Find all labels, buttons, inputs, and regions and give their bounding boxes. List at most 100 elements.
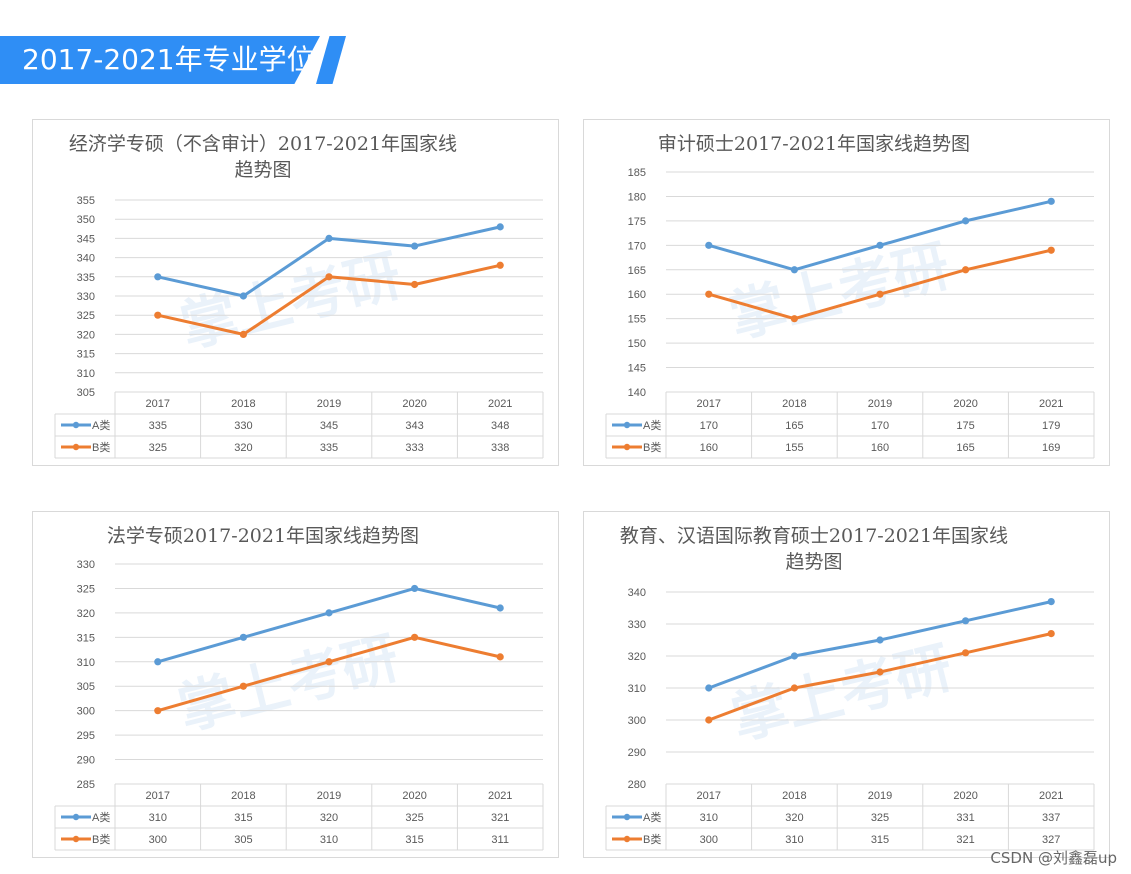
table-value-cell: 343: [405, 420, 423, 432]
chart-panel-audit: 审计硕士2017-2021年国家线趋势图 掌上考研 140 145 150 155 160 1…: [583, 119, 1110, 466]
watermark-text: 掌上考研: [725, 635, 958, 750]
legend-series-name: A类: [92, 418, 110, 432]
x-category-label: 2020: [953, 398, 977, 410]
table-value-cell: 165: [785, 420, 803, 432]
data-point: [239, 682, 247, 690]
x-category-label: 2021: [488, 398, 512, 410]
data-point: [154, 658, 162, 666]
data-point: [496, 261, 504, 269]
y-tick-label: 285: [77, 779, 95, 791]
table-value-cell: 321: [491, 812, 509, 824]
data-point: [154, 311, 162, 319]
table-value-cell: 169: [1042, 442, 1060, 454]
table-value-cell: 327: [1042, 834, 1060, 846]
legend-key-marker: [623, 813, 631, 821]
watermark-text: 掌上考研: [172, 625, 405, 740]
data-point: [876, 636, 884, 644]
data-point: [496, 223, 504, 231]
section-banner: 2017-2021年专业学位: [0, 36, 346, 84]
x-category-label: 2019: [317, 398, 341, 410]
legend-key-marker: [72, 813, 80, 821]
y-tick-label: 310: [628, 683, 646, 695]
y-tick-label: 175: [628, 216, 646, 228]
table-value-cell: 310: [700, 812, 718, 824]
table-value-cell: 170: [700, 420, 718, 432]
y-tick-label: 165: [628, 265, 646, 277]
data-point: [411, 633, 419, 641]
x-category-label: 2020: [402, 790, 426, 802]
y-tick-label: 330: [77, 559, 95, 571]
data-point: [705, 716, 713, 724]
table-value-cell: 310: [320, 834, 338, 846]
chart-title: 经济学专硕（不含审计）2017-2021年国家线: [69, 133, 457, 155]
data-point: [154, 707, 162, 715]
y-tick-label: 155: [628, 314, 646, 326]
y-tick-label: 340: [77, 253, 95, 265]
table-value-cell: 300: [149, 834, 167, 846]
legend-key-marker: [72, 421, 80, 429]
table-value-cell: 321: [956, 834, 974, 846]
table-value-cell: 330: [234, 420, 252, 432]
y-tick-label: 145: [628, 363, 646, 375]
y-tick-label: 140: [628, 387, 646, 399]
table-value-cell: 179: [1042, 420, 1060, 432]
table-value-cell: 160: [871, 442, 889, 454]
data-point: [962, 217, 970, 225]
data-point: [1047, 197, 1055, 205]
y-tick-label: 300: [77, 706, 95, 718]
table-value-cell: 331: [956, 812, 974, 824]
y-tick-label: 280: [628, 779, 646, 791]
x-category-label: 2020: [953, 790, 977, 802]
y-tick-label: 320: [628, 651, 646, 663]
y-tick-label: 300: [628, 715, 646, 727]
x-category-label: 2017: [697, 790, 721, 802]
y-tick-label: 295: [77, 730, 95, 742]
data-point: [790, 315, 798, 323]
y-tick-label: 290: [628, 747, 646, 759]
table-value-cell: 335: [320, 442, 338, 454]
y-tick-label: 160: [628, 289, 646, 301]
x-category-label: 2021: [488, 790, 512, 802]
data-point: [705, 684, 713, 692]
y-tick-label: 320: [77, 608, 95, 620]
y-tick-label: 310: [77, 657, 95, 669]
table-value-cell: 300: [700, 834, 718, 846]
y-tick-label: 345: [77, 233, 95, 245]
chart-title: 法学专硕2017-2021年国家线趋势图: [107, 525, 419, 547]
y-tick-label: 355: [77, 195, 95, 207]
x-category-label: 2020: [402, 398, 426, 410]
y-tick-label: 305: [77, 387, 95, 399]
legend-series-name: B类: [643, 440, 661, 454]
data-point: [876, 290, 884, 298]
y-tick-label: 170: [628, 240, 646, 252]
y-tick-label: 310: [77, 368, 95, 380]
data-point: [962, 266, 970, 274]
data-point: [790, 266, 798, 274]
banner-background: [0, 36, 320, 84]
chart-panel-education: 教育、汉语国际教育硕士2017-2021年国家线 趋势图 掌上考研 280 290 300…: [583, 511, 1110, 858]
table-value-cell: 348: [491, 420, 509, 432]
table-value-cell: 155: [785, 442, 803, 454]
x-category-label: 2021: [1039, 398, 1063, 410]
banner-stripe: [316, 36, 346, 84]
data-point: [790, 652, 798, 660]
data-point: [876, 241, 884, 249]
x-category-label: 2018: [231, 790, 255, 802]
data-point: [239, 292, 247, 300]
table-value-cell: 320: [234, 442, 252, 454]
section-title: 2017-2021年专业学位: [22, 43, 315, 76]
csdn-credit: CSDN @刘鑫磊up: [990, 849, 1117, 867]
data-point: [411, 280, 419, 289]
table-value-cell: 338: [491, 442, 509, 454]
y-tick-label: 180: [628, 191, 646, 203]
x-category-label: 2019: [317, 790, 341, 802]
legend-series-name: B类: [92, 832, 110, 846]
data-point: [1047, 630, 1055, 638]
data-point: [496, 653, 504, 661]
data-point: [1047, 246, 1055, 254]
legend-series-name: A类: [643, 418, 661, 432]
legend-series-name: A类: [92, 810, 110, 824]
